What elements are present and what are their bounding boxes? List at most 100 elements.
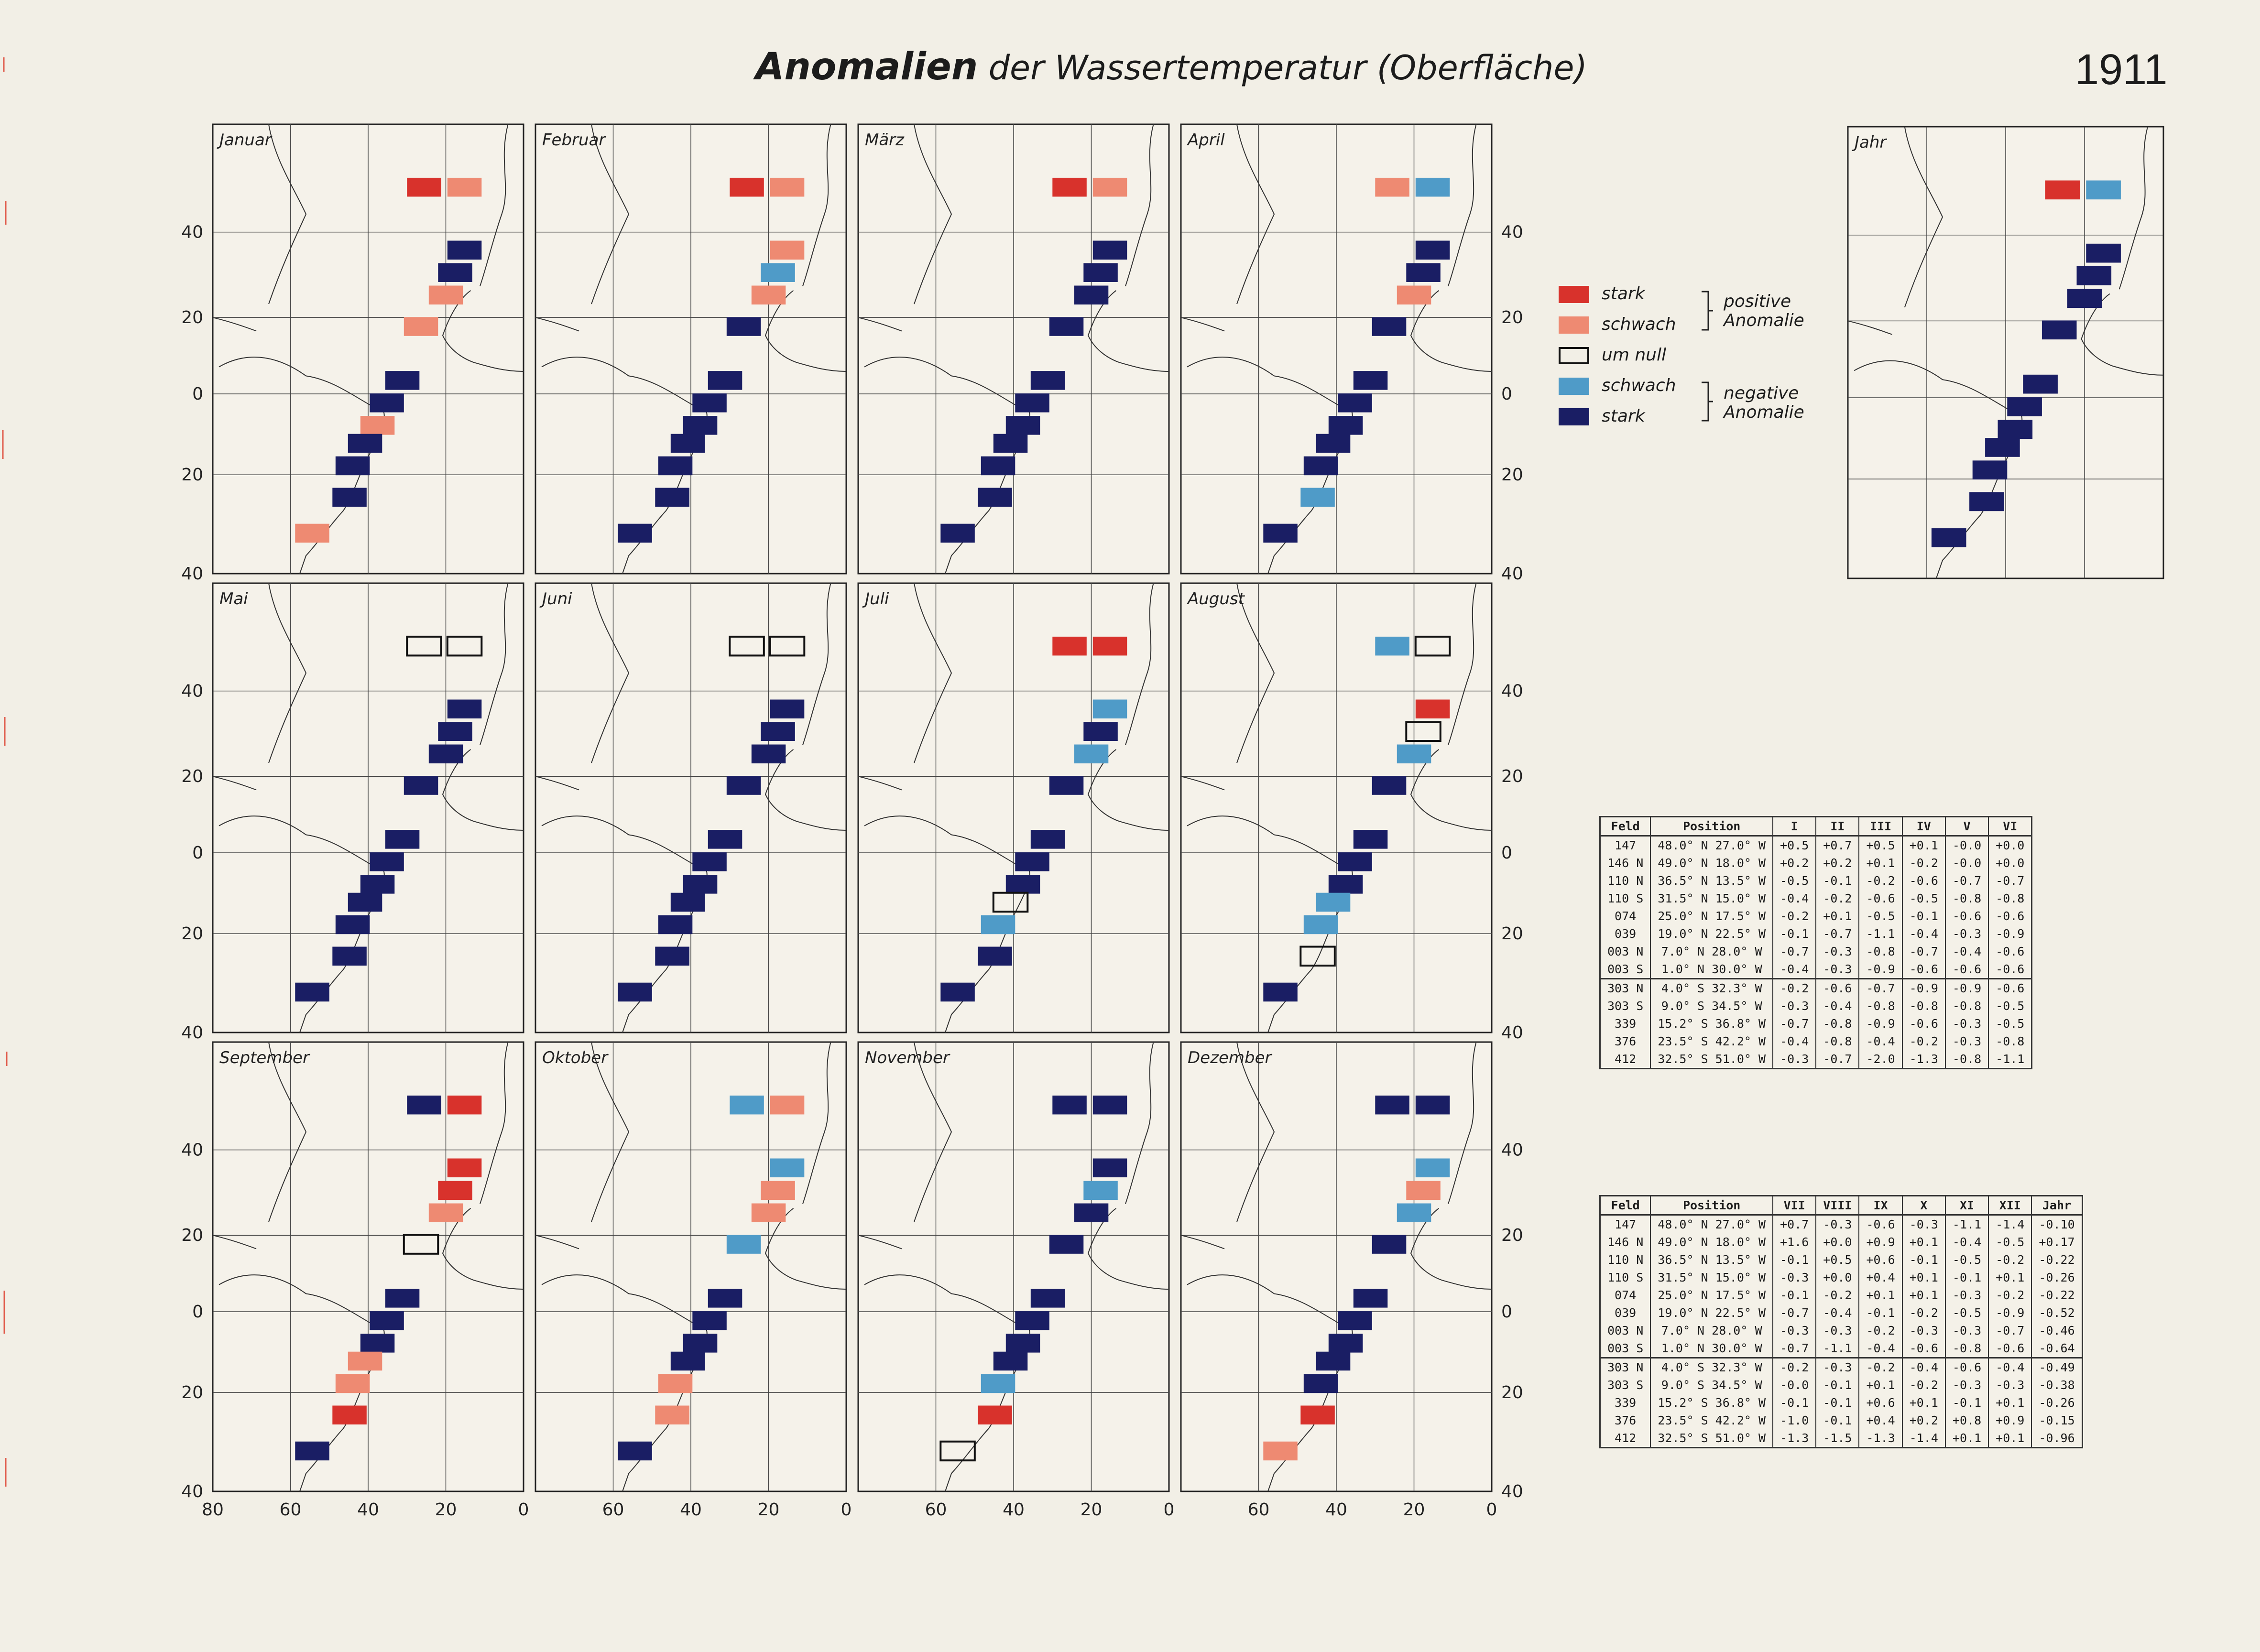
table-cell: +0.1 xyxy=(1988,1429,2032,1448)
anomaly-symbol-412 xyxy=(1931,528,1966,547)
table-cell: -0.6 xyxy=(1858,890,1902,907)
data-table-months-7-12: Feld Position VII VIII IX X XI XII Jahr 147 48.0° … xyxy=(1599,1195,2083,1448)
table-header: VI xyxy=(1988,816,2032,837)
table-cell: +1.6 xyxy=(1772,1233,1816,1251)
legend-negative-line2: Anomalie xyxy=(1724,402,1804,422)
anomaly-symbol-003-n xyxy=(385,371,420,390)
anomaly-symbol-110-s xyxy=(2076,266,2112,285)
lon-label: 40 xyxy=(1003,1500,1025,1520)
anomaly-symbol-303-s xyxy=(348,1351,382,1371)
coastline xyxy=(2081,293,2164,376)
table-cell: -0.6 xyxy=(1988,943,2032,960)
anomaly-symbol-003-n xyxy=(708,371,742,390)
anomaly-symbol-074 xyxy=(1074,744,1109,763)
anomaly-symbol-412 xyxy=(618,523,652,543)
anomaly-symbol-039 xyxy=(1049,776,1084,795)
coastline xyxy=(1180,317,1225,332)
coastline xyxy=(858,776,902,791)
anomaly-symbol-110-s xyxy=(1083,722,1118,741)
table-cell: -0.7 xyxy=(1772,943,1816,960)
anomaly-symbol-003-n xyxy=(385,830,420,849)
table-cell: +0.4 xyxy=(1858,1269,1902,1286)
table-header: XII xyxy=(1988,1196,2032,1216)
table-cell: +0.9 xyxy=(1858,1233,1902,1251)
lon-label: 20 xyxy=(435,1500,457,1520)
table-cell: 039 xyxy=(1599,925,1651,943)
table-cell: 303 N xyxy=(1599,1357,1651,1376)
table-cell: -1.3 xyxy=(1772,1429,1816,1448)
table-cell: -0.3 xyxy=(1815,943,1859,960)
table-cell: -0.4 xyxy=(1901,1357,1945,1376)
table-header: III xyxy=(1858,816,1902,837)
anomaly-symbol-039 xyxy=(1049,317,1084,336)
anomaly-symbol-146-n xyxy=(2086,180,2121,200)
table-cell: -0.1 xyxy=(1815,1376,1859,1394)
table-cell: -0.3 xyxy=(1815,960,1859,979)
anomaly-symbol-339 xyxy=(1303,456,1338,476)
lat-label: 0 xyxy=(192,843,203,863)
lon-label: 0 xyxy=(518,1500,529,1520)
table-cell: +0.1 xyxy=(1901,1233,1945,1251)
table-cell: -0.1 xyxy=(1858,1304,1902,1322)
anomaly-symbol-110-n xyxy=(1092,699,1127,718)
table-cell: -0.7 xyxy=(1944,872,1989,890)
month-label: Dezember xyxy=(1188,1048,1272,1067)
table-cell: -0.15 xyxy=(2031,1412,2083,1429)
table-row: 003 S 1.0° N 30.0° W -0.7 -1.1 -0.4 -0.6 -0.8-… xyxy=(1599,1339,2083,1358)
table-cell: -0.3 xyxy=(1772,997,1816,1015)
lat-label: 20 xyxy=(181,1383,203,1402)
table-cell: -0.2 xyxy=(1988,1286,2032,1304)
coastline xyxy=(1410,749,1492,831)
anomaly-symbol-074 xyxy=(751,285,786,304)
coastline xyxy=(802,583,831,745)
anomaly-symbol-110-s xyxy=(1083,1181,1118,1200)
table-cell: 49.0° N 18.0° W xyxy=(1650,854,1773,872)
anomaly-symbol-303-n xyxy=(683,1334,718,1353)
table-cell: +0.5 xyxy=(1815,1251,1859,1269)
table-cell: 003 N xyxy=(1599,943,1651,960)
anomaly-symbol-110-s xyxy=(1406,263,1441,282)
table-cell: +0.9 xyxy=(1988,1412,2032,1429)
lat-label: 40 xyxy=(181,564,203,584)
table-cell: -0.9 xyxy=(1944,978,1989,997)
table-cell: -0.8 xyxy=(1944,1050,1989,1069)
lat-label: 20 xyxy=(181,465,203,485)
table-cell: -0.6 xyxy=(1901,1339,1945,1358)
table-row: 039 19.0° N 22.5° W -0.1 -0.7 -1.1 -0.4 -0.3 -0… xyxy=(1599,925,2032,943)
table-cell: 003 S xyxy=(1599,960,1651,979)
table-cell: -0.6 xyxy=(1988,1339,2032,1358)
table-cell: 303 N xyxy=(1599,978,1651,997)
table-cell: +0.7 xyxy=(1772,1215,1816,1233)
anomaly-symbol-003-n xyxy=(385,1289,420,1308)
table-cell: -0.3 xyxy=(1815,1357,1859,1376)
table-cell: 7.0° N 28.0° W xyxy=(1650,943,1773,960)
anomaly-symbol-146-n xyxy=(770,177,805,197)
month-label: Februar xyxy=(542,130,606,150)
table-cell: -0.7 xyxy=(1772,1339,1816,1358)
table-cell: +0.17 xyxy=(2031,1233,2083,1251)
anomaly-symbol-110-n xyxy=(1415,1158,1450,1177)
anomaly-symbol-339 xyxy=(1972,460,2008,480)
legend-swatch-schwach-negative xyxy=(1559,378,1589,395)
lon-label: 40 xyxy=(680,1500,702,1520)
table-cell: -0.7 xyxy=(1988,872,2032,890)
anomaly-symbol-110-s xyxy=(438,722,472,741)
table-cell: -0.3 xyxy=(1815,1322,1859,1339)
anomaly-symbol-003-s xyxy=(1338,393,1372,413)
lat-label: 20 xyxy=(181,1226,203,1245)
table-cell: -0.9 xyxy=(1858,1015,1902,1032)
anomaly-symbol-412 xyxy=(1263,1441,1298,1461)
anomaly-symbol-039 xyxy=(2042,320,2077,340)
table-header: II xyxy=(1815,816,1859,837)
table-header: X xyxy=(1901,1196,1945,1216)
lat-label: 40 xyxy=(181,1023,203,1043)
anomaly-symbol-146-n xyxy=(447,1095,482,1115)
anomaly-symbol-074 xyxy=(1397,744,1431,763)
table-cell: 9.0° S 34.5° W xyxy=(1650,1376,1773,1394)
table-cell: 303 S xyxy=(1599,997,1651,1015)
table-cell: -0.64 xyxy=(2031,1339,2083,1358)
anomaly-symbol-303-s xyxy=(992,891,1029,913)
table-cell: 19.0° N 22.5° W xyxy=(1650,925,1773,943)
table-cell: -1.1 xyxy=(1815,1339,1859,1358)
